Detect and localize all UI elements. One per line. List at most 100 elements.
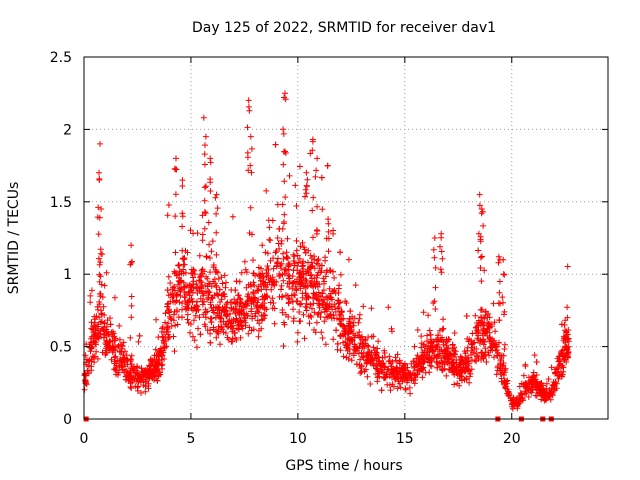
data-point <box>101 319 108 326</box>
data-point <box>221 291 228 298</box>
data-point <box>298 300 305 307</box>
data-point <box>357 370 364 377</box>
data-point <box>480 222 487 229</box>
data-point <box>165 334 172 341</box>
data-point <box>438 248 445 255</box>
data-point <box>476 191 483 198</box>
data-point <box>486 335 493 342</box>
data-point <box>285 272 292 279</box>
data-point <box>303 307 310 314</box>
data-point <box>355 319 362 326</box>
data-point <box>189 270 196 277</box>
data-point <box>281 270 288 277</box>
data-point <box>430 246 437 253</box>
data-point <box>112 353 119 360</box>
data-point <box>175 262 182 268</box>
data-point <box>314 155 321 162</box>
data-point <box>325 235 332 242</box>
data-point <box>265 276 272 283</box>
data-point <box>439 366 446 373</box>
data-point <box>373 365 380 372</box>
data-point <box>376 373 383 380</box>
data-point <box>311 309 318 316</box>
data-point <box>490 337 497 344</box>
data-point <box>428 357 435 364</box>
data-point <box>214 269 221 276</box>
data-point <box>187 227 194 234</box>
data-point <box>334 305 341 312</box>
data-point <box>559 362 566 369</box>
data-point <box>439 326 446 333</box>
data-point <box>254 299 261 306</box>
data-point <box>445 344 452 351</box>
data-point <box>325 220 332 227</box>
data-point <box>188 282 194 289</box>
data-point <box>184 301 191 308</box>
data-point <box>473 350 480 357</box>
data-point <box>418 365 425 372</box>
data-point <box>475 247 482 254</box>
data-point <box>500 256 507 263</box>
data-point <box>173 292 180 299</box>
data-point <box>101 331 108 338</box>
data-point <box>321 318 328 325</box>
data-point <box>207 188 214 194</box>
tick-labels: 0 5 10 15 20 0 0.5 1 1.5 2 2.5 <box>50 50 521 447</box>
data-point <box>310 283 317 290</box>
data-point <box>213 282 220 289</box>
data-point <box>297 274 304 281</box>
data-point <box>144 365 151 372</box>
data-point <box>464 361 471 367</box>
data-point <box>187 321 194 328</box>
data-point <box>282 194 289 201</box>
data-point <box>120 366 126 373</box>
data-point <box>296 281 303 288</box>
data-point <box>532 392 539 399</box>
data-point <box>177 287 184 294</box>
data-point <box>381 364 388 371</box>
chart-title: Day 125 of 2022, SRMTID for receiver dav… <box>192 20 496 36</box>
data-point <box>485 310 492 317</box>
data-point <box>556 362 563 368</box>
data-point <box>353 361 360 368</box>
data-point <box>160 337 167 344</box>
data-point <box>213 334 220 341</box>
data-point <box>456 362 462 368</box>
data-point <box>334 315 340 322</box>
data-point <box>530 372 537 379</box>
data-point <box>179 223 186 230</box>
data-point <box>199 237 206 244</box>
data-point <box>244 149 251 156</box>
data-point <box>153 363 160 370</box>
data-point <box>228 319 234 326</box>
data-point <box>138 390 144 396</box>
data-point <box>486 352 492 359</box>
data-point <box>244 303 250 309</box>
data-point <box>194 344 200 351</box>
data-point <box>259 242 266 249</box>
data-point <box>265 217 272 224</box>
data-point <box>172 249 179 256</box>
data-point <box>500 271 507 278</box>
data-point <box>548 364 555 371</box>
data-point <box>296 301 303 308</box>
data-point <box>279 293 286 300</box>
data-point <box>533 372 540 378</box>
y-tick-label: 1 <box>63 267 72 283</box>
data-point <box>343 300 350 306</box>
data-point <box>284 254 290 261</box>
data-point <box>125 373 132 380</box>
data-point <box>346 350 353 357</box>
data-point <box>293 203 300 209</box>
data-point <box>168 323 175 330</box>
data-point <box>231 330 238 337</box>
data-point <box>271 305 278 312</box>
data-point <box>464 347 471 354</box>
data-point <box>308 314 315 320</box>
data-point <box>232 287 239 294</box>
data-point <box>258 325 265 332</box>
data-point <box>97 246 104 253</box>
data-point <box>202 210 209 217</box>
data-point <box>426 327 433 334</box>
